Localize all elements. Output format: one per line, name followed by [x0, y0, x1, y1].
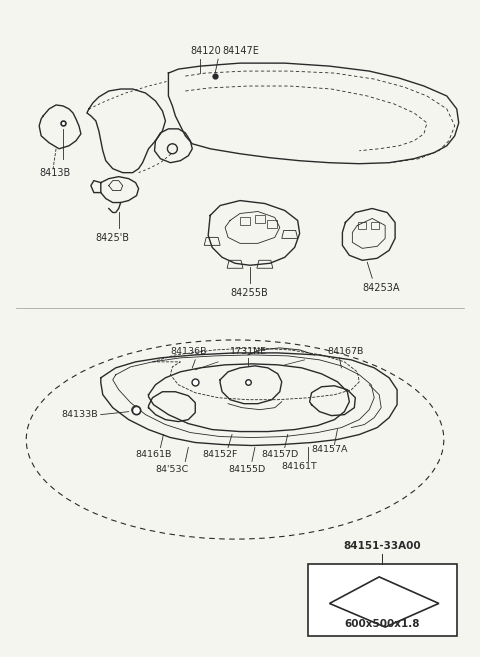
Text: 84152F: 84152F [202, 450, 238, 459]
Bar [358, 223, 366, 229]
Bar [308, 564, 457, 636]
Text: 84136B: 84136B [170, 348, 207, 356]
Text: 84167B: 84167B [327, 348, 364, 356]
Text: 84161B: 84161B [136, 450, 172, 459]
Bar [267, 221, 277, 229]
Text: 84155D: 84155D [228, 465, 265, 474]
Text: 84255B: 84255B [230, 288, 268, 298]
Bar [240, 217, 250, 225]
Text: 84161T: 84161T [282, 462, 317, 471]
Text: 84253A: 84253A [362, 283, 400, 293]
Bar [255, 215, 265, 223]
Text: 84147E: 84147E [222, 46, 259, 57]
Text: 8413B: 8413B [39, 168, 71, 177]
Text: 8425'B: 8425'B [96, 233, 130, 243]
Text: 84120: 84120 [190, 46, 221, 57]
Text: 84157A: 84157A [312, 445, 348, 454]
Text: 84151-33A00: 84151-33A00 [343, 541, 421, 551]
Text: 84'53C: 84'53C [156, 465, 189, 474]
Text: 84157D: 84157D [262, 450, 299, 459]
Text: 600x500x1.8: 600x500x1.8 [345, 619, 420, 629]
Bar [371, 223, 379, 229]
Text: 84133B: 84133B [61, 410, 97, 419]
Text: 1731NE: 1731NE [230, 348, 267, 356]
